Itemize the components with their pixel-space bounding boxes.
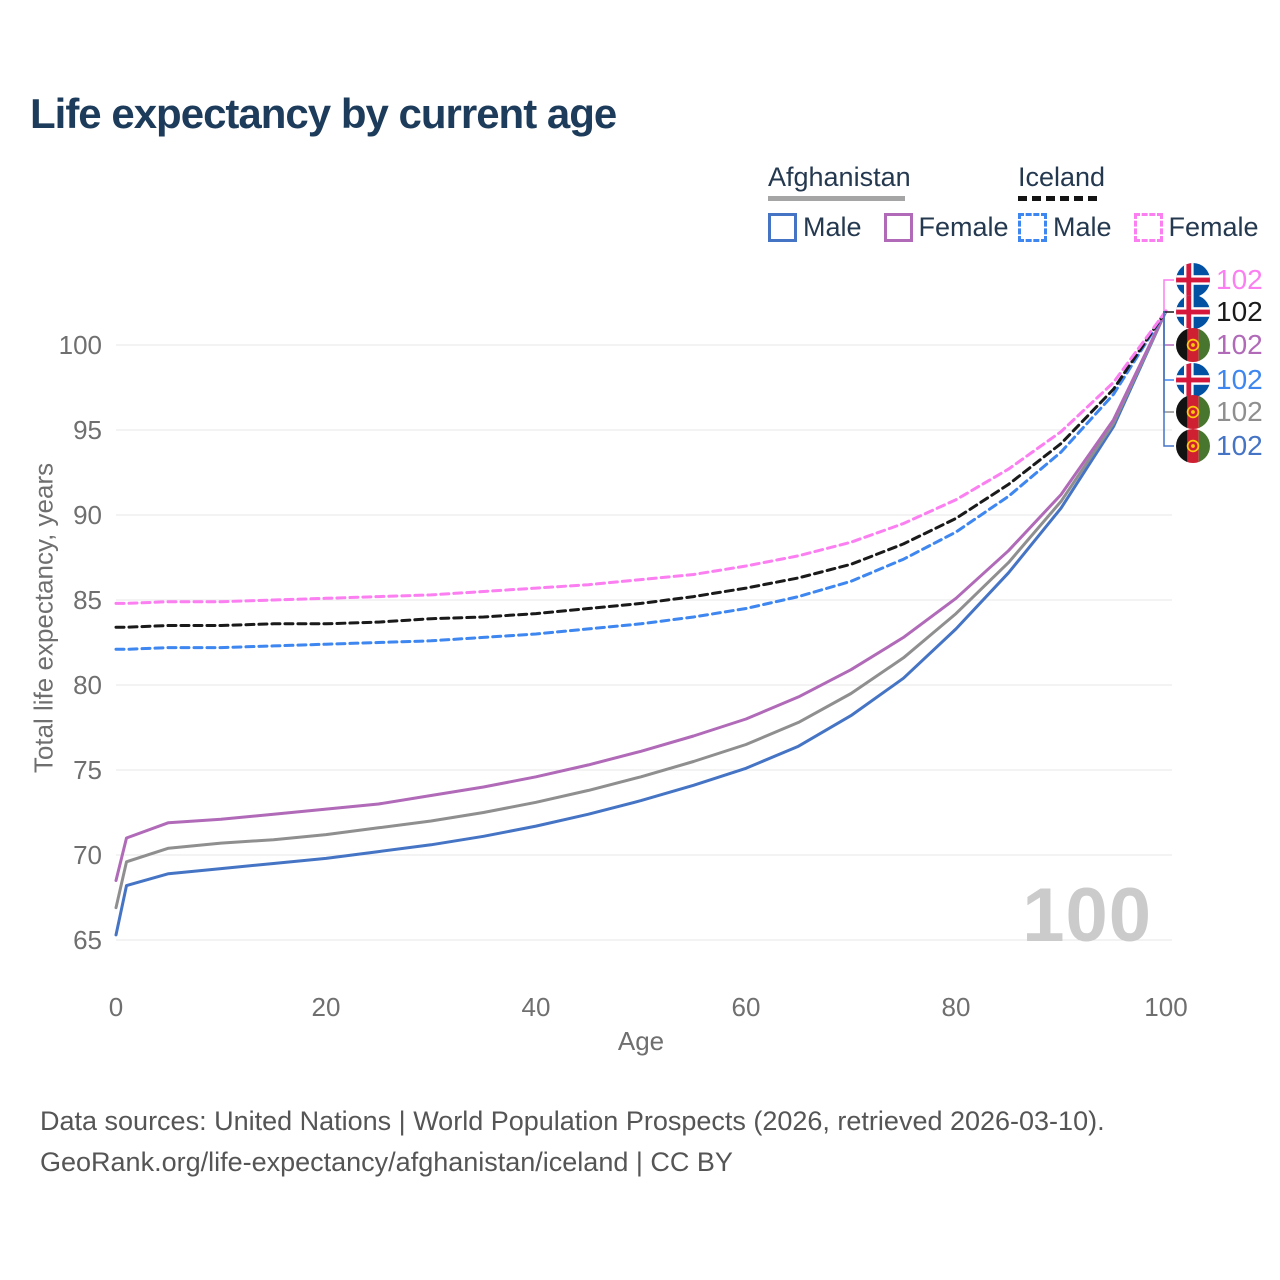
iceland-dashed-rule bbox=[1018, 196, 1102, 201]
end-label-connector bbox=[1163, 279, 1174, 311]
age-counter-watermark: 100 bbox=[1022, 873, 1152, 958]
x-tick-label: 0 bbox=[108, 992, 124, 1022]
footer-data-sources: Data sources: United Nations | World Pop… bbox=[40, 1106, 1105, 1136]
y-tick-label: 70 bbox=[73, 840, 102, 870]
legend-item-afghanistan-female[interactable]: Female bbox=[883, 212, 1009, 243]
afghanistan-flag-icon bbox=[1176, 328, 1210, 362]
end-label-row-ice_both: 102 bbox=[1176, 295, 1263, 329]
legend-heading-iceland: Iceland bbox=[1018, 162, 1106, 192]
afghanistan-male-swatch[interactable] bbox=[768, 213, 797, 242]
afghanistan-flag-icon bbox=[1176, 429, 1210, 463]
y-tick-label: 100 bbox=[58, 330, 102, 360]
series-line-afg_female[interactable] bbox=[114, 309, 1168, 882]
x-tick-label: 100 bbox=[1144, 992, 1188, 1022]
legend-label-iceland-female: Female bbox=[1168, 212, 1259, 242]
legend-label-afghanistan-female: Female bbox=[918, 212, 1009, 242]
legend-item-iceland-female[interactable]: Female bbox=[1133, 212, 1259, 243]
legend-group-afghanistan: Afghanistan Male Female bbox=[768, 162, 1031, 243]
end-value-ice_male: 102 bbox=[1216, 364, 1263, 395]
x-tick-label: 80 bbox=[941, 992, 971, 1022]
legend-item-iceland-male[interactable]: Male bbox=[1018, 212, 1112, 243]
footer-attribution: GeoRank.org/life-expectancy/afghanistan/… bbox=[40, 1147, 733, 1177]
end-value-afg_female: 102 bbox=[1216, 329, 1263, 360]
y-tick-label: 65 bbox=[73, 925, 102, 955]
legend-label-iceland-male: Male bbox=[1053, 212, 1112, 242]
end-label-connector bbox=[1163, 311, 1174, 447]
series-line-ice_female[interactable] bbox=[114, 309, 1168, 605]
end-label-row-ice_female: 102 bbox=[1176, 263, 1263, 297]
iceland-flag-icon bbox=[1176, 295, 1210, 329]
y-tick-label: 95 bbox=[73, 415, 102, 445]
legend-label-afghanistan-male: Male bbox=[803, 212, 862, 242]
series-line-afg_male[interactable] bbox=[114, 309, 1168, 937]
series-line-afg_both[interactable] bbox=[114, 309, 1168, 910]
afghanistan-flag-icon bbox=[1176, 395, 1210, 429]
end-label-connector bbox=[1163, 311, 1174, 346]
end-label-row-afg_both: 102 bbox=[1176, 395, 1263, 429]
series-line-ice_male[interactable] bbox=[114, 309, 1168, 651]
afghanistan-female-swatch[interactable] bbox=[883, 213, 913, 242]
iceland-flag-icon bbox=[1176, 363, 1210, 397]
x-tick-label: 40 bbox=[521, 992, 551, 1022]
iceland-male-swatch[interactable] bbox=[1018, 213, 1047, 242]
x-axis-title: Age bbox=[617, 1026, 665, 1056]
afghanistan-solid-rule bbox=[768, 196, 905, 201]
end-label-row-afg_female: 102 bbox=[1176, 328, 1263, 362]
legend-group-iceland: Iceland Male Female bbox=[1018, 162, 1280, 243]
legend-heading-afghanistan: Afghanistan bbox=[768, 162, 911, 192]
y-tick-label: 80 bbox=[73, 670, 102, 700]
end-label-connector bbox=[1163, 311, 1174, 413]
y-tick-label: 85 bbox=[73, 585, 102, 615]
end-value-afg_both: 102 bbox=[1216, 396, 1263, 427]
x-tick-label: 20 bbox=[311, 992, 341, 1022]
end-label-row-ice_male: 102 bbox=[1176, 363, 1263, 397]
end-value-ice_female: 102 bbox=[1216, 264, 1263, 295]
y-tick-label: 90 bbox=[73, 500, 102, 530]
y-tick-label: 75 bbox=[73, 755, 102, 785]
end-label-row-afg_male: 102 bbox=[1176, 429, 1263, 463]
page-title: Life expectancy by current age bbox=[30, 90, 617, 137]
end-value-afg_male: 102 bbox=[1216, 430, 1263, 461]
x-tick-label: 60 bbox=[731, 992, 761, 1022]
iceland-female-swatch[interactable] bbox=[1133, 213, 1163, 242]
series-line-ice_both[interactable] bbox=[114, 309, 1168, 629]
iceland-flag-icon bbox=[1176, 263, 1210, 297]
end-value-ice_both: 102 bbox=[1216, 296, 1263, 327]
legend-item-afghanistan-male[interactable]: Male bbox=[768, 212, 862, 243]
